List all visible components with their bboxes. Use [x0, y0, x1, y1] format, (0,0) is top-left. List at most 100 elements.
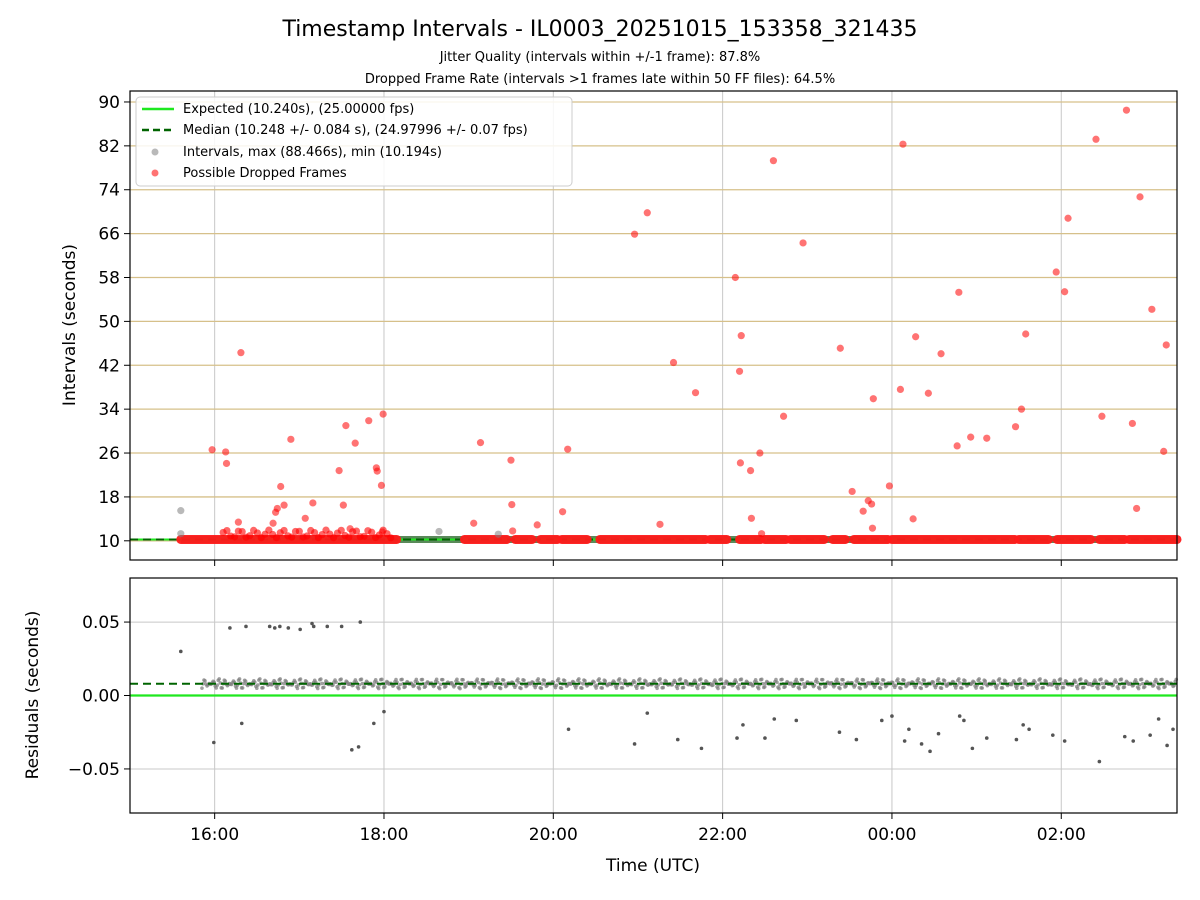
- residual-band-point-177: [379, 677, 384, 682]
- residual-band-point-760: [972, 680, 976, 685]
- residual-band-point-605: [814, 677, 819, 682]
- residual-band-point-180: [383, 684, 387, 689]
- residual-band-point-417: [623, 679, 628, 684]
- residual-point-8: [286, 626, 291, 630]
- residual-band-point-782: [994, 686, 999, 690]
- residual-point-2: [228, 626, 232, 630]
- residual-band-point-237: [440, 677, 445, 682]
- residual-band-point-671: [881, 678, 886, 682]
- residual-band-point-888: [1102, 685, 1106, 689]
- residual-band-point-868: [1081, 685, 1086, 690]
- dropped-frame-point-23: [379, 410, 387, 418]
- residual-band-point-823: [1036, 683, 1040, 687]
- chart-title: Timestamp Intervals - IL0003_20251015_15…: [281, 17, 917, 42]
- intervals-ytick-label-5: 50: [98, 312, 120, 332]
- legend-intervals-marker-icon: [151, 148, 159, 156]
- residual-band-point-337: [542, 678, 547, 683]
- interval-point-2: [435, 527, 443, 536]
- residual-band-point-97: [298, 677, 303, 681]
- residual-band-point-375: [581, 682, 585, 686]
- residual-band-point-451: [658, 677, 662, 681]
- residual-band-point-606: [815, 680, 820, 685]
- dropped-frame-point-30: [559, 508, 567, 516]
- residual-band-point-828: [1041, 685, 1045, 690]
- dropped-frame-point-80: [1162, 341, 1170, 349]
- dropped-frame-point-7: [273, 504, 281, 513]
- residual-band-point-235: [438, 682, 443, 687]
- residual-band-point-160: [362, 685, 367, 689]
- residual-band-point-886: [1100, 681, 1104, 686]
- residual-band-point-137: [339, 677, 343, 681]
- dropped-frame-jitter-point-22: [303, 532, 311, 540]
- residual-point-25: [741, 723, 745, 727]
- dropped-frame-point-17: [351, 439, 359, 447]
- dropped-frame-point-16: [346, 525, 354, 533]
- residual-band-point-568: [777, 686, 781, 691]
- residual-band-point-195: [398, 682, 402, 687]
- residual-band-point-728: [939, 686, 944, 691]
- dropped-frame-jitter-point-33: [345, 533, 353, 541]
- residual-band-point-331: [536, 677, 541, 681]
- residuals-xtick-label-5: 02:00: [1037, 825, 1086, 845]
- residual-band-point-251: [455, 677, 459, 682]
- dropped-frame-jitter-point-14: [272, 534, 281, 542]
- dropped-frame-point-65: [983, 434, 991, 442]
- residual-band-point-885: [1099, 677, 1103, 681]
- interval-point-3: [494, 530, 502, 538]
- residual-band-point-57: [258, 677, 262, 681]
- residual-band-point-531: [739, 677, 744, 682]
- dropped-frame-jitter-point-3: [230, 533, 239, 541]
- residual-point-42: [1014, 737, 1019, 742]
- intervals-ytick-label-8: 74: [98, 181, 120, 201]
- residual-band-point-0: [200, 686, 204, 690]
- residual-band-point-214: [417, 686, 422, 691]
- residual-point-52: [1165, 743, 1169, 748]
- residual-point-26: [763, 736, 767, 740]
- residual-point-27: [772, 717, 777, 721]
- legend-expected-label: Expected (10.240s), (25.00000 fps): [183, 102, 414, 117]
- residual-point-18: [382, 709, 386, 714]
- residual-band-point-100: [301, 685, 306, 690]
- residual-band-point-14: [214, 686, 218, 690]
- dropped-frame-point-27: [508, 500, 516, 509]
- residual-band-point-494: [702, 685, 706, 690]
- residual-band-point-791: [1003, 679, 1008, 684]
- residual-band-point-254: [458, 686, 462, 691]
- dropped-frame-point-74: [1122, 106, 1131, 114]
- residual-band-point-614: [823, 684, 828, 688]
- dropped-frame-point-28: [509, 527, 517, 535]
- dropped-frame-point-35: [669, 358, 678, 367]
- intervals-plot: 10 18 26 34 42 50 58 66 74 82 90 Intervals (second…: [60, 90, 1182, 566]
- residual-band-point-20: [220, 686, 225, 690]
- dropped-frame-point-60: [924, 389, 932, 397]
- residual-band-point-625: [835, 677, 839, 682]
- residual-band-point-491: [698, 677, 703, 681]
- dropped-frame-point-50: [859, 507, 867, 515]
- dropped-frame-point-14: [339, 501, 347, 509]
- intervals-y-axis-label: Intervals (seconds): [60, 244, 80, 406]
- residual-point-4: [244, 624, 248, 629]
- residual-band-point-528: [736, 686, 741, 691]
- residual-band-point-15: [215, 683, 220, 687]
- residual-band-point-925: [1139, 677, 1144, 682]
- interval-point-1: [177, 530, 185, 538]
- residual-band-point-474: [681, 685, 686, 690]
- residual-band-point-371: [577, 677, 581, 681]
- residual-point-51: [1156, 717, 1161, 721]
- residual-band-point-751: [963, 679, 967, 683]
- dropped-frame-point-4: [237, 349, 245, 357]
- residual-band-point-765: [977, 677, 981, 681]
- residual-band-point-862: [1075, 686, 1080, 691]
- dropped-frame-point-31: [564, 445, 572, 453]
- residual-point-5: [267, 624, 272, 629]
- residual-band-point-822: [1035, 686, 1039, 691]
- dropped-frame-point-9: [280, 501, 288, 509]
- residual-band-point-257: [461, 678, 465, 682]
- residuals-xtick-label-0: 16:00: [190, 825, 239, 845]
- residual-point-15: [356, 745, 361, 749]
- intervals-ytick-label-10: 90: [98, 93, 120, 113]
- residual-band-point-274: [478, 686, 483, 691]
- residual-band-point-508: [716, 686, 720, 691]
- residuals-reference-lines: [130, 682, 1177, 697]
- residual-band-point-354: [559, 686, 564, 691]
